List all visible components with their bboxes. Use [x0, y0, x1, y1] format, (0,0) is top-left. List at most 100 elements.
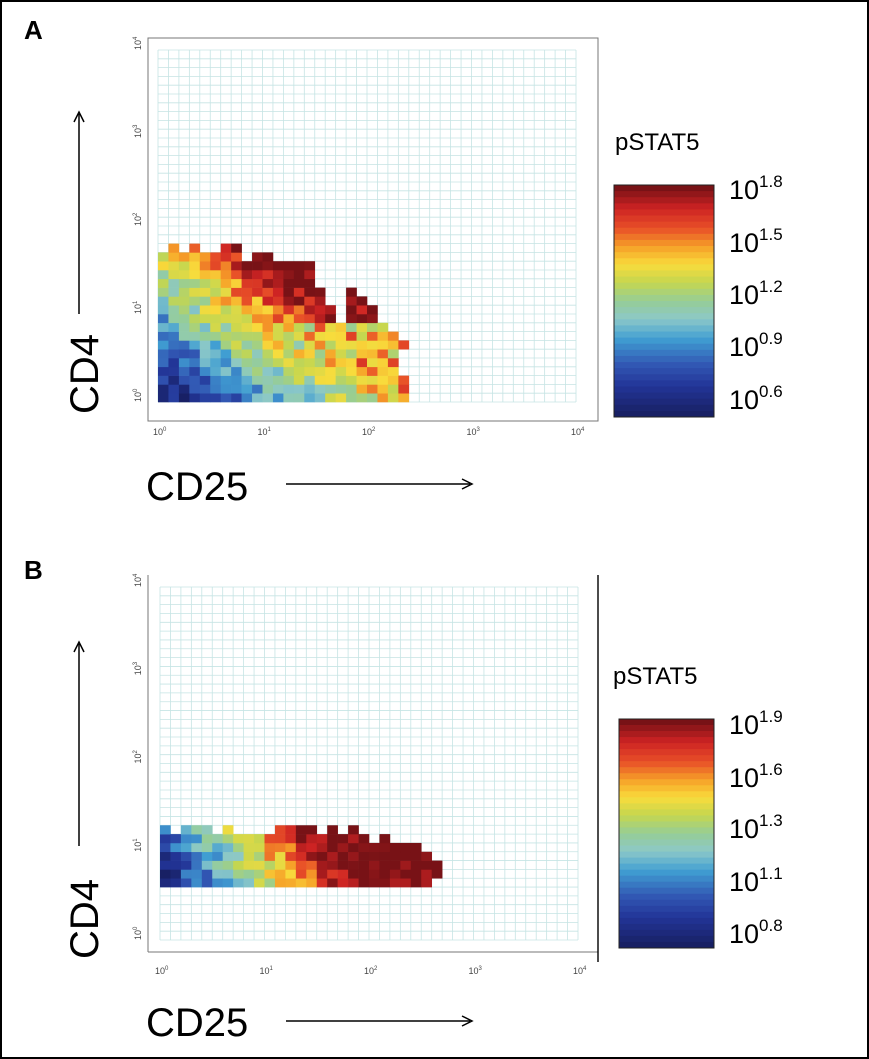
heatmap-cell	[377, 375, 389, 385]
heatmap-cell	[379, 878, 391, 888]
colorbar-band	[614, 313, 714, 320]
colorbar-band	[614, 282, 714, 290]
heatmap-cell	[325, 331, 336, 341]
heatmap-cell	[316, 842, 328, 853]
heatmap-cell	[272, 287, 284, 297]
heatmap-cell	[304, 358, 316, 368]
heatmap-cell	[220, 252, 232, 262]
heatmap-cell	[199, 305, 211, 315]
heatmap-cell	[252, 349, 263, 359]
heatmap-cell	[348, 842, 359, 853]
heatmap-cell	[243, 851, 255, 861]
heatmap-cell	[201, 842, 213, 853]
heatmap-cell	[220, 296, 232, 306]
heatmap-cell	[189, 261, 201, 271]
colorbar-label: 101.8	[729, 172, 783, 205]
heatmap-cell	[295, 842, 307, 853]
heatmap-cell	[335, 384, 347, 394]
colorbar-band	[614, 246, 714, 253]
heatmap-cell	[272, 375, 284, 385]
heatmap-cell	[285, 851, 297, 861]
heatmap-cell	[306, 851, 318, 861]
heatmap-cell	[337, 860, 349, 870]
heatmap-cell	[274, 878, 286, 888]
heatmap-cell	[293, 393, 305, 403]
heatmap-cell	[325, 358, 336, 368]
heatmap-cell	[421, 869, 432, 879]
heatmap-cell	[377, 384, 389, 394]
heatmap-cell	[272, 314, 284, 324]
heatmap-cell	[168, 384, 180, 394]
heatmap-cell	[358, 878, 370, 888]
heatmap-cell	[241, 278, 253, 288]
heatmap-cell	[158, 322, 169, 332]
heatmap-cell	[241, 393, 253, 403]
heatmap-cell	[222, 851, 234, 861]
heatmap-cell	[379, 842, 391, 853]
colorbar-band	[619, 893, 714, 901]
heatmap-cells	[158, 243, 410, 403]
heatmap-cell	[337, 869, 349, 879]
heatmap-cell	[274, 842, 286, 853]
colorbar-band	[619, 809, 714, 816]
y-tick-label: 101	[133, 300, 143, 314]
heatmap-cell	[377, 340, 389, 350]
heatmap-cell	[314, 340, 326, 350]
heatmap-cell	[325, 322, 336, 332]
heatmap-cell	[160, 860, 171, 870]
heatmap-cell	[220, 349, 232, 359]
heatmap-cell	[327, 851, 338, 861]
heatmap-cell	[241, 305, 253, 315]
heatmap-cell	[335, 349, 347, 359]
colorbar-band	[614, 197, 714, 204]
heatmap-cell	[283, 322, 295, 332]
heatmap-cell	[241, 331, 253, 341]
heatmap-cell	[356, 384, 368, 394]
colorbar-band	[614, 215, 714, 223]
y-tick-label: 102	[133, 749, 143, 763]
heatmap-cell	[199, 252, 211, 262]
heatmap-cell	[241, 349, 253, 359]
heatmap-cell	[358, 860, 370, 870]
heatmap-cell	[304, 270, 316, 280]
heatmap-cell	[348, 878, 359, 888]
heatmap-cell	[168, 278, 180, 288]
heatmap-cell	[304, 375, 316, 385]
colorbar-band	[614, 233, 714, 241]
heatmap-cell	[295, 878, 307, 888]
colorbar-band	[614, 301, 714, 308]
heatmap-cell	[327, 834, 338, 844]
heatmap-cell	[346, 375, 357, 385]
heatmap-cell	[220, 243, 232, 253]
heatmap-cell	[293, 375, 305, 385]
colorbar-band	[614, 331, 714, 339]
heatmap-cell	[160, 825, 171, 835]
colorbar-band	[614, 319, 714, 326]
colorbar-band	[619, 857, 714, 865]
heatmap-cell	[421, 851, 432, 861]
heatmap-cell	[210, 314, 221, 324]
heatmap-cell	[316, 834, 328, 844]
heatmap-cell	[189, 349, 201, 359]
colorbar-band	[614, 221, 714, 229]
heatmap-cell	[170, 860, 182, 870]
heatmap-cell	[346, 366, 357, 376]
heatmap-cell	[327, 825, 338, 835]
heatmap-cell	[337, 851, 349, 861]
colorbar-band	[614, 294, 714, 302]
colorbar-band	[614, 258, 714, 265]
heatmap-cell	[189, 393, 201, 403]
heatmap-cell	[410, 851, 422, 861]
heatmap-cell	[231, 358, 242, 368]
heatmap-cell	[178, 358, 190, 368]
heatmap-cell	[346, 322, 357, 332]
heatmap-cell	[306, 878, 318, 888]
colorbar-band	[614, 368, 714, 375]
heatmap-cell	[252, 287, 263, 297]
heatmap-cell	[170, 878, 182, 888]
heatmap-cell	[285, 834, 297, 844]
heatmap-cell	[304, 261, 316, 271]
x-axis-arrowhead	[461, 1015, 474, 1027]
heatmap-cell	[158, 287, 169, 297]
heatmap-cell	[283, 358, 295, 368]
